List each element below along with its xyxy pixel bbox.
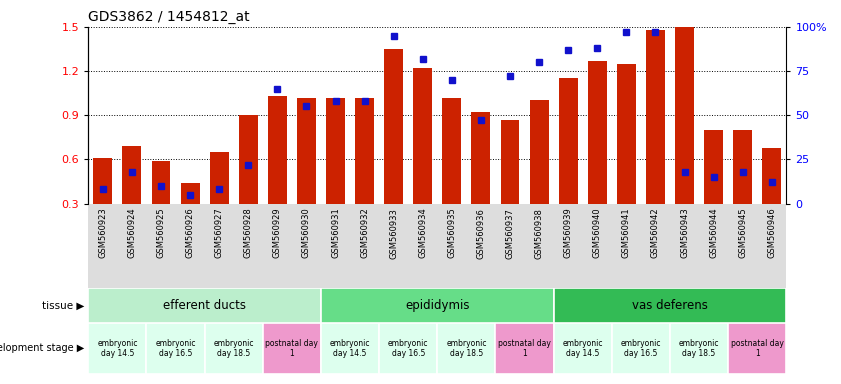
- Text: GSM560926: GSM560926: [186, 208, 194, 258]
- Text: efferent ducts: efferent ducts: [163, 299, 246, 312]
- Text: GSM560942: GSM560942: [651, 208, 660, 258]
- Text: embryonic
day 14.5: embryonic day 14.5: [98, 339, 138, 358]
- Text: GDS3862 / 1454812_at: GDS3862 / 1454812_at: [88, 10, 250, 25]
- Text: GSM560927: GSM560927: [214, 208, 224, 258]
- Text: GSM560929: GSM560929: [272, 208, 282, 258]
- Text: GSM560943: GSM560943: [680, 208, 689, 258]
- Text: epididymis: epididymis: [405, 299, 469, 312]
- Bar: [646, 30, 665, 204]
- Text: GSM560930: GSM560930: [302, 208, 311, 258]
- Text: GSM560935: GSM560935: [447, 208, 457, 258]
- Text: embryonic
day 14.5: embryonic day 14.5: [563, 339, 603, 358]
- Bar: [728, 323, 786, 374]
- Text: GSM560923: GSM560923: [98, 208, 108, 258]
- Text: embryonic
day 18.5: embryonic day 18.5: [447, 339, 487, 358]
- Bar: [762, 147, 781, 204]
- Bar: [326, 98, 345, 204]
- Bar: [670, 323, 728, 374]
- Bar: [384, 49, 403, 204]
- Text: GSM560944: GSM560944: [709, 208, 718, 258]
- Bar: [413, 68, 432, 204]
- Bar: [321, 323, 379, 374]
- Bar: [355, 98, 374, 204]
- Text: GSM560932: GSM560932: [360, 208, 369, 258]
- Text: GSM560938: GSM560938: [535, 208, 543, 258]
- Text: embryonic
day 16.5: embryonic day 16.5: [388, 339, 428, 358]
- Text: GSM560941: GSM560941: [621, 208, 631, 258]
- Text: GSM560928: GSM560928: [244, 208, 253, 258]
- Bar: [204, 323, 262, 374]
- Bar: [611, 323, 670, 374]
- Bar: [472, 112, 490, 204]
- Text: GSM560940: GSM560940: [593, 208, 602, 258]
- Bar: [88, 323, 146, 374]
- Text: GSM560931: GSM560931: [331, 208, 340, 258]
- Bar: [379, 323, 437, 374]
- Bar: [239, 115, 257, 204]
- Text: GSM560946: GSM560946: [767, 208, 776, 258]
- Bar: [268, 96, 287, 204]
- Text: GSM560934: GSM560934: [418, 208, 427, 258]
- Text: GSM560933: GSM560933: [389, 208, 398, 258]
- Text: embryonic
day 14.5: embryonic day 14.5: [330, 339, 370, 358]
- Text: GSM560925: GSM560925: [156, 208, 166, 258]
- Text: vas deferens: vas deferens: [632, 299, 708, 312]
- Bar: [495, 323, 553, 374]
- Bar: [500, 120, 520, 204]
- Bar: [675, 27, 694, 204]
- Bar: [209, 152, 229, 204]
- Bar: [588, 61, 606, 204]
- Text: GSM560936: GSM560936: [477, 208, 485, 258]
- Bar: [442, 98, 462, 204]
- Text: GSM560924: GSM560924: [128, 208, 136, 258]
- Bar: [123, 146, 141, 204]
- Bar: [733, 130, 752, 204]
- Bar: [321, 288, 553, 323]
- Bar: [262, 323, 321, 374]
- Text: GSM560945: GSM560945: [738, 208, 747, 258]
- Bar: [437, 323, 495, 374]
- Text: postnatal day
1: postnatal day 1: [498, 339, 551, 358]
- Bar: [93, 158, 113, 204]
- Text: development stage ▶: development stage ▶: [0, 343, 84, 354]
- Text: embryonic
day 18.5: embryonic day 18.5: [214, 339, 254, 358]
- Text: postnatal day
1: postnatal day 1: [731, 339, 784, 358]
- Bar: [297, 98, 316, 204]
- Bar: [530, 101, 548, 204]
- Bar: [88, 288, 321, 323]
- Bar: [617, 64, 636, 204]
- Bar: [553, 323, 611, 374]
- Bar: [558, 78, 578, 204]
- Text: embryonic
day 16.5: embryonic day 16.5: [621, 339, 661, 358]
- Bar: [181, 183, 199, 204]
- Text: tissue ▶: tissue ▶: [42, 300, 84, 310]
- Text: GSM560939: GSM560939: [563, 208, 573, 258]
- Bar: [553, 288, 786, 323]
- Text: embryonic
day 18.5: embryonic day 18.5: [679, 339, 719, 358]
- Bar: [704, 130, 723, 204]
- Text: embryonic
day 16.5: embryonic day 16.5: [156, 339, 196, 358]
- Bar: [151, 161, 171, 204]
- Text: GSM560937: GSM560937: [505, 208, 515, 258]
- Bar: [146, 323, 204, 374]
- Text: postnatal day
1: postnatal day 1: [266, 339, 319, 358]
